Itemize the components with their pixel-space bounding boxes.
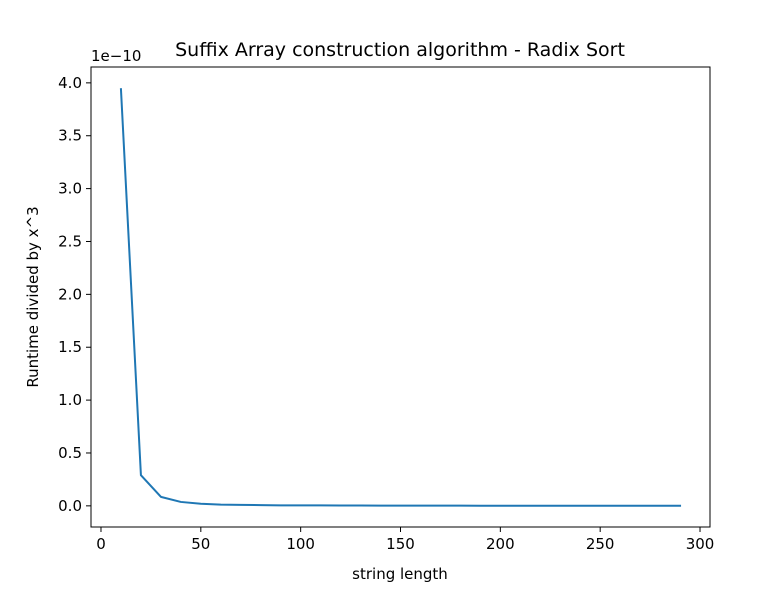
x-tick-label: 50 [191,535,210,553]
x-axis: 0 50 100 150 200 250 300 [96,527,714,553]
x-tick-label: 100 [286,535,315,553]
x-axis-label: string length [352,565,448,583]
y-tick-label: 2.0 [58,285,82,303]
y-axis: 0.0 0.5 1.0 1.5 2.0 2.5 3.0 3.5 4.0 [58,74,91,515]
y-tick-label: 4.0 [58,74,82,92]
y-tick-label: 0.5 [58,444,82,462]
y-tick-label: 0.0 [58,497,82,515]
y-tick-label: 2.5 [58,232,82,250]
y-tick-label: 3.5 [58,127,82,145]
x-tick-label: 150 [386,535,415,553]
x-tick-label: 0 [96,535,106,553]
x-tick-label: 250 [586,535,615,553]
y-tick-label: 3.0 [58,180,82,198]
plot-area [119,88,682,507]
y-tick-label: 1.5 [58,338,82,356]
x-tick-label: 300 [686,535,715,553]
x-tick-label: 200 [486,535,515,553]
chart-title: Suffix Array construction algorithm - Ra… [175,39,625,61]
y-offset-text: 1e−10 [91,47,141,65]
y-axis-label: Runtime divided by x^3 [24,206,42,387]
y-tick-label: 1.0 [58,391,82,409]
series-line-0 [119,88,682,507]
